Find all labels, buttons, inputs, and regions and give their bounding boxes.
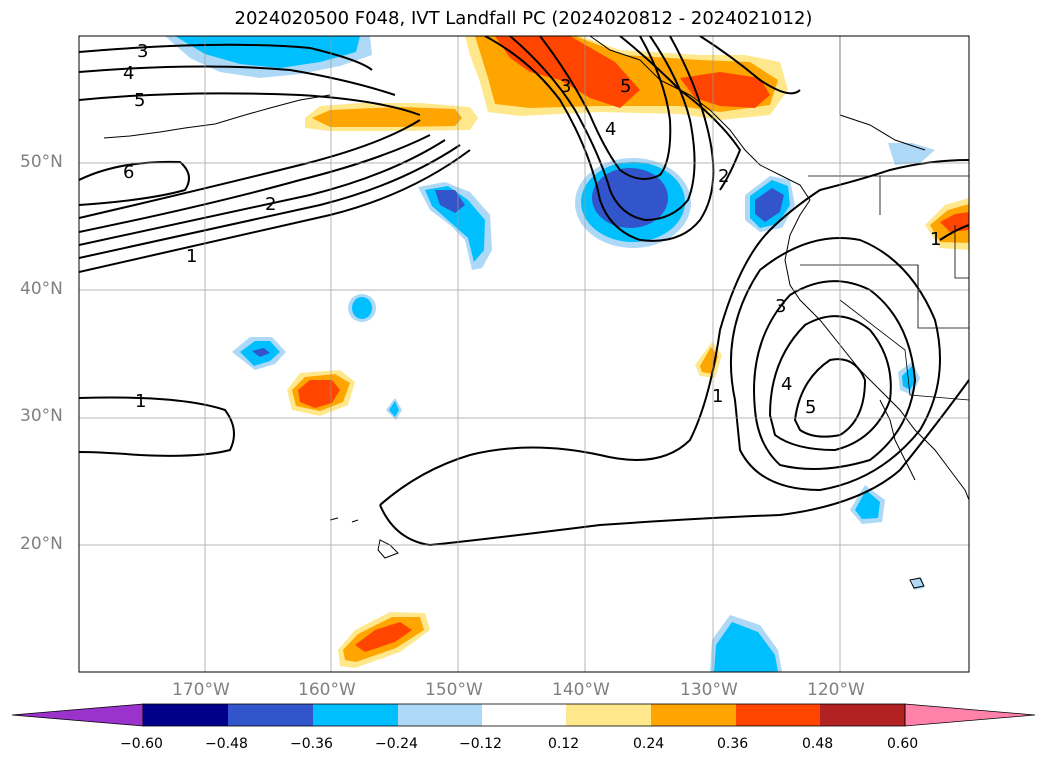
lon-label-170w: 170°W bbox=[172, 680, 230, 700]
contour-label: 5 bbox=[620, 76, 631, 97]
lon-label-150w: 150°W bbox=[425, 680, 483, 700]
contour-label: 2 bbox=[718, 166, 729, 187]
colorbar bbox=[11, 703, 1036, 727]
pc-contours bbox=[79, 36, 969, 547]
lon-label-140w: 140°W bbox=[552, 680, 610, 700]
map-background bbox=[79, 36, 969, 672]
colorbar-tick: 0.12 bbox=[548, 736, 580, 752]
lat-label-40n: 40°N bbox=[20, 279, 63, 299]
contour-label: 2 bbox=[265, 194, 276, 215]
colorbar-tick: −0.24 bbox=[375, 736, 418, 752]
contour-label: 5 bbox=[134, 90, 145, 111]
map-frame bbox=[78, 35, 970, 673]
contour-label: 1 bbox=[712, 386, 723, 407]
lat-label-30n: 30°N bbox=[20, 406, 63, 426]
lat-label-50n: 50°N bbox=[20, 152, 63, 172]
lon-label-120w: 120°W bbox=[807, 680, 865, 700]
contour-label: 1 bbox=[135, 391, 146, 412]
contour-label: 1 bbox=[930, 229, 941, 250]
contour-label: 3 bbox=[137, 41, 148, 62]
contour-label: 5 bbox=[805, 397, 816, 418]
colorbar-tick: −0.36 bbox=[290, 736, 333, 752]
colorbar-tick: 0.60 bbox=[887, 736, 919, 752]
contour-label: 4 bbox=[123, 63, 134, 84]
colorbar-tick: −0.60 bbox=[120, 736, 163, 752]
gridlines bbox=[79, 36, 969, 672]
contour-label: 6 bbox=[123, 162, 134, 183]
contour-label: 4 bbox=[605, 119, 616, 140]
colorbar-tick: −0.48 bbox=[205, 736, 248, 752]
colorbar-tick: 0.36 bbox=[717, 736, 749, 752]
ivt-shading bbox=[165, 36, 969, 672]
lon-label-130w: 130°W bbox=[680, 680, 738, 700]
contour-label: 3 bbox=[560, 76, 571, 97]
lon-label-160w: 160°W bbox=[298, 680, 356, 700]
coastlines bbox=[103, 36, 969, 589]
lat-label-20n: 20°N bbox=[20, 534, 63, 554]
colorbar-tick: 0.24 bbox=[633, 736, 665, 752]
map-title: 2024020500 F048, IVT Landfall PC (202402… bbox=[234, 8, 813, 29]
contour-label-group: 3 4 5 6 2 1 1 3 5 4 2 3 4 5 1 1 bbox=[123, 41, 941, 418]
contour-label: 4 bbox=[781, 374, 792, 395]
contour-label: 3 bbox=[775, 296, 786, 317]
colorbar-tick: −0.12 bbox=[459, 736, 502, 752]
colorbar-tick: 0.48 bbox=[802, 736, 834, 752]
contour-label: 1 bbox=[186, 246, 197, 267]
